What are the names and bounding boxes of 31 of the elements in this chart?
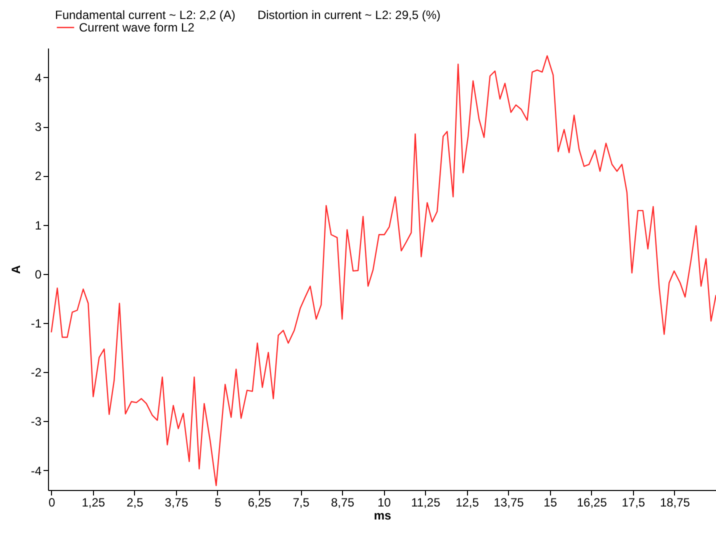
- x-tick-label: 16,25: [576, 496, 608, 510]
- y-tick-label: 4: [34, 70, 42, 85]
- y-axis-title: A: [8, 264, 23, 274]
- x-tick-label: 1,25: [82, 496, 106, 510]
- x-tick-label: 10: [377, 496, 392, 510]
- y-tick-label: -4: [30, 464, 42, 478]
- legend-label: Current wave form L2: [79, 20, 195, 34]
- line-series: [50, 55, 716, 486]
- x-tick-label: 17,5: [622, 496, 646, 510]
- chart-subtitle: Distortion in current ~ L2: 29,5 (%): [257, 8, 441, 22]
- x-tick-label: 7,5: [292, 496, 310, 510]
- x-tick-label: 11,25: [411, 496, 441, 510]
- y-tick-label: 2: [34, 169, 42, 184]
- x-tick-label: 13,75: [494, 496, 524, 510]
- x-tick-label: 8,75: [330, 496, 355, 510]
- x-tick-label: 12,5: [456, 496, 480, 510]
- x-tick-label: 18,75: [660, 496, 690, 510]
- y-tick-label: -2: [30, 366, 42, 380]
- y-tick-label: -1: [30, 316, 42, 331]
- x-axis-title: ms: [374, 508, 392, 522]
- x-tick-label: 6,25: [248, 496, 272, 510]
- y-tick-label: -3: [30, 414, 42, 429]
- x-tick-label: 15: [544, 496, 558, 510]
- chart-title: Fundamental current ~ L2: 2,2 (A): [55, 8, 236, 22]
- x-tick-label: 2,5: [126, 496, 144, 510]
- y-tick-label: 1: [34, 218, 42, 232]
- x-tick-label: 3,75: [164, 496, 188, 510]
- y-tick-label: 0: [34, 267, 42, 282]
- x-tick-label: 0: [48, 496, 56, 510]
- x-tick-label: 5: [214, 496, 222, 510]
- y-tick-label: 3: [34, 120, 42, 134]
